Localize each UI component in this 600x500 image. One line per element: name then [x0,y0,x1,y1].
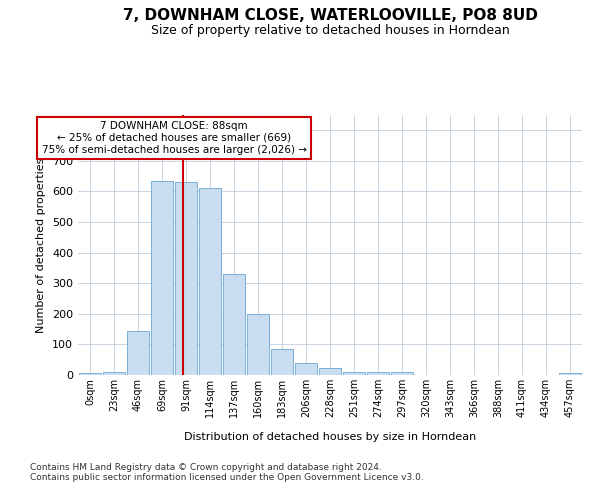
Bar [295,363,317,375]
Y-axis label: Number of detached properties: Number of detached properties [37,158,46,332]
Bar [199,188,221,375]
Bar [319,368,341,375]
Bar [79,374,101,375]
Text: 7 DOWNHAM CLOSE: 88sqm
← 25% of detached houses are smaller (669)
75% of semi-de: 7 DOWNHAM CLOSE: 88sqm ← 25% of detached… [41,122,307,154]
Text: Contains HM Land Registry data © Crown copyright and database right 2024.
Contai: Contains HM Land Registry data © Crown c… [30,462,424,482]
Bar [271,349,293,375]
Text: Size of property relative to detached houses in Horndean: Size of property relative to detached ho… [151,24,509,37]
Bar [367,372,389,375]
Bar [151,181,173,375]
Bar [223,274,245,375]
Bar [559,374,581,375]
Bar [391,372,413,375]
Bar [103,372,125,375]
Bar [343,372,365,375]
Bar [175,182,197,375]
Bar [247,314,269,375]
Text: Distribution of detached houses by size in Horndean: Distribution of detached houses by size … [184,432,476,442]
Text: 7, DOWNHAM CLOSE, WATERLOOVILLE, PO8 8UD: 7, DOWNHAM CLOSE, WATERLOOVILLE, PO8 8UD [122,8,538,22]
Bar [127,330,149,375]
